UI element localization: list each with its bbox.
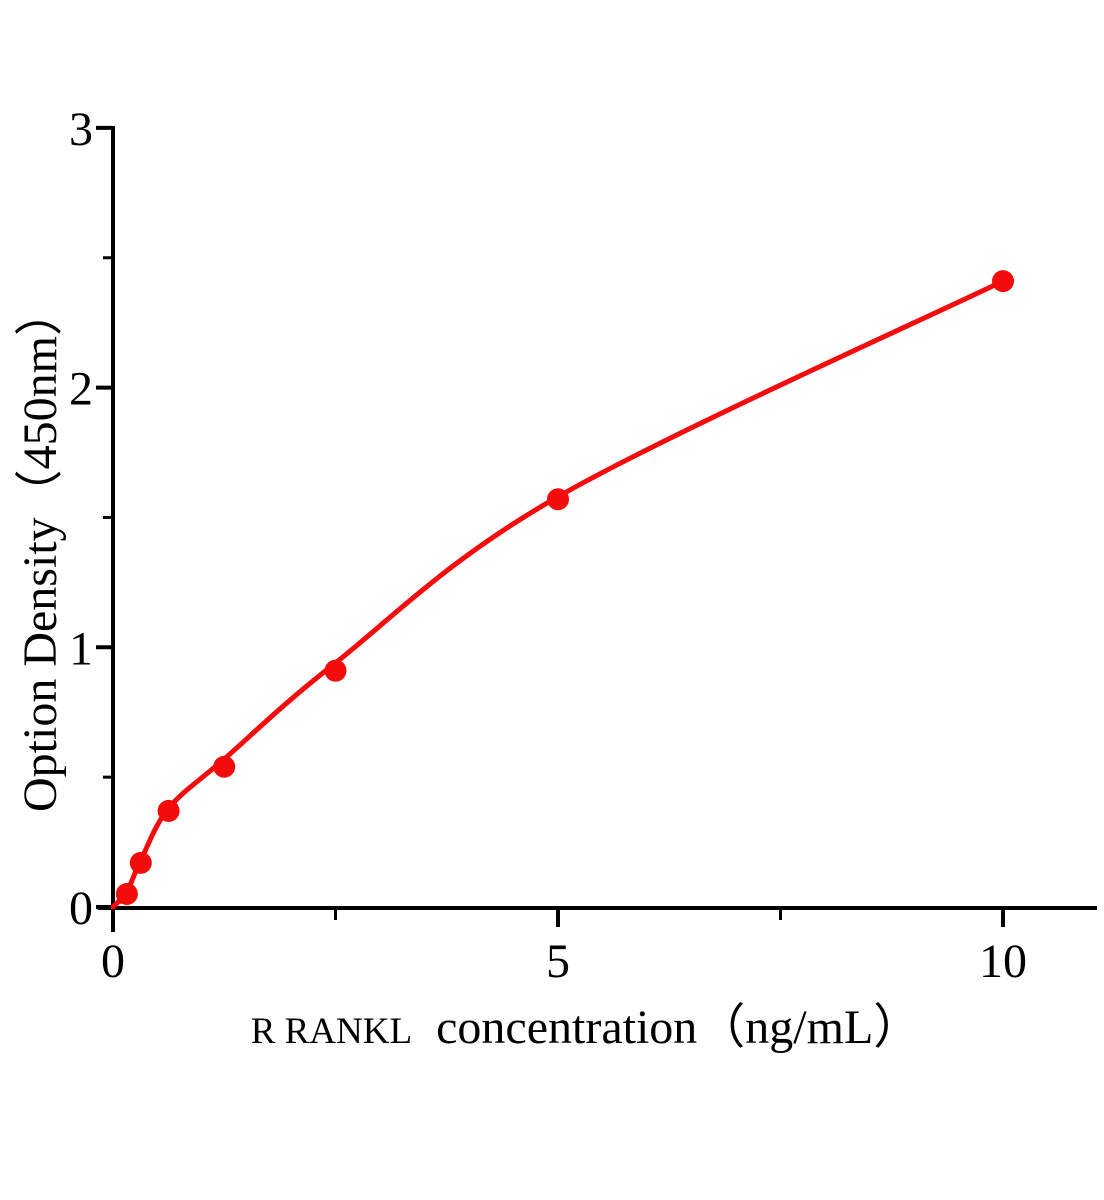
y-tick-label: 0	[69, 882, 93, 935]
y-axis-title: Option Density（450nm）	[14, 288, 67, 812]
data-point	[992, 270, 1014, 293]
data-points	[115, 270, 1014, 906]
data-point	[157, 799, 180, 822]
x-axis-title: R RANKL concentration（ng/mL）	[251, 1001, 922, 1054]
y-tick-label: 3	[69, 103, 93, 156]
data-point	[547, 488, 569, 511]
data-point	[115, 883, 138, 906]
y-tick-label: 1	[69, 622, 93, 675]
x-axis-title-rest: concentration（ng/mL）	[436, 1001, 921, 1054]
standard-curve-line	[110, 278, 1006, 910]
x-axis-title-gene: R RANKL	[251, 1011, 412, 1052]
axis-ticks	[96, 125, 1005, 927]
x-tick-label: 0	[101, 935, 125, 988]
axis-tick-labels: 0 5 10 0 1 2 3	[69, 103, 1027, 988]
x-tick-label: 5	[546, 935, 570, 988]
y-tick-label: 2	[69, 363, 93, 416]
data-point	[129, 851, 152, 874]
x-tick-label: 10	[979, 935, 1027, 988]
data-point	[213, 755, 236, 778]
data-point	[324, 659, 347, 682]
